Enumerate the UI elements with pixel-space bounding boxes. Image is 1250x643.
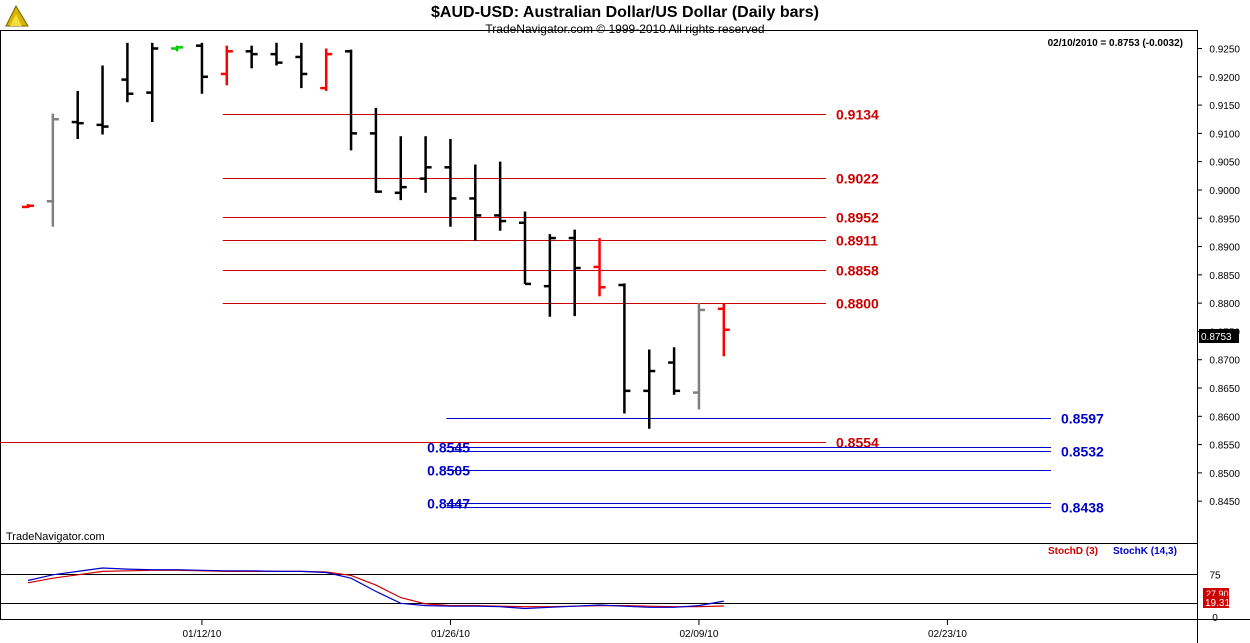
last-price-value: 0.8753 [1201,332,1232,343]
stoch-d-last-value: 19.31 [1205,598,1230,609]
price-tick-label: 0.8550 [1209,441,1240,452]
ohlc-bar [369,107,382,193]
date-tick-label: 02/23/10 [928,629,967,640]
ohlc-bar [270,42,283,66]
ohlc-bar [692,303,705,410]
chart-title: $AUD-USD: Australian Dollar/US Dollar (D… [431,4,819,21]
level-label: 0.8911 [836,233,878,249]
date-tick-label: 02/09/10 [679,629,718,640]
ohlc-bar [643,349,656,429]
ohlc-bar [71,90,84,140]
level-label: 0.8545 [427,440,470,456]
ohlc-bar [320,48,333,91]
ohlc-bar [444,139,457,227]
ohlc-bar [618,283,631,414]
price-tick-label: 0.8450 [1209,497,1240,508]
level-label: 0.8554 [836,435,879,451]
stochastic-panel: 75 0 [1,567,1221,624]
ohlc-bar [295,42,308,89]
price-axis-ticks: 0.9250 0.9200 0.9150 0.9100 0.9050 0.9000 0.89… [1197,44,1240,508]
price-bars [22,42,730,429]
level-label: 0.8800 [836,296,879,312]
ohlc-bar [519,211,531,286]
ohlc-bar [22,204,34,209]
ohlc-bar [96,65,109,135]
chart-subtitle: TradeNavigator.com © 1999-2010 All right… [485,22,764,36]
ohlc-bar [245,45,258,69]
level-label: 0.8597 [1061,411,1104,427]
ohlc-bar [220,45,233,86]
price-tick-label: 0.8700 [1209,356,1240,367]
price-tick-label: 0.9150 [1209,101,1240,112]
level-label: 0.9022 [836,171,879,187]
ohlc-bar [543,234,556,317]
level-label: 0.9134 [836,107,879,123]
level-label: 0.8858 [836,263,879,279]
last-price-tag: 0.8753 [1199,329,1239,343]
level-label: 0.8532 [1061,444,1104,460]
ohlc-bar [394,136,407,201]
legend-stoch-d: StochD (3) [1048,546,1098,557]
price-tick-label: 0.8900 [1209,243,1240,254]
watermark-label: TradeNavigator.com [6,531,105,543]
price-tick-label: 0.9000 [1209,186,1240,197]
price-tick-label: 0.8500 [1209,469,1240,480]
ohlc-bar [46,113,59,227]
ohlc-bar [195,42,208,94]
level-label: 0.8447 [427,496,470,512]
ohlc-bar [121,42,134,103]
price-readout: 02/10/2010 = 0.8753 (-0.0032) [1048,38,1183,49]
ohlc-bar [469,164,482,241]
ohlc-bar [494,161,507,231]
level-label: 0.8438 [1061,500,1104,516]
ohlc-bar [146,42,159,123]
ohlc-bar [668,347,681,395]
price-tick-label: 0.8800 [1209,299,1240,310]
stoch-tick-label: 75 [1209,570,1221,581]
date-tick-label: 01/26/10 [431,629,470,640]
stoch-k-last-value: 27.90 [1206,589,1229,599]
tradenavigator-logo-icon [5,4,29,27]
ohlc-bar [593,238,606,297]
price-tick-label: 0.9100 [1209,129,1240,140]
ohlc-bar [717,303,730,357]
price-tick-label: 0.8850 [1209,271,1240,282]
price-tick-label: 0.8950 [1209,214,1240,225]
date-axis-ticks: 01/12/10 01/26/10 02/09/10 02/23/10 [182,619,967,640]
stoch-panel-frame [0,543,1198,620]
date-tick-label: 01/12/10 [182,629,221,640]
price-tick-label: 0.9250 [1209,44,1240,55]
level-label: 0.8505 [427,463,470,479]
ohlc-bar [419,136,432,193]
legend-stoch-k: StochK (14,3) [1113,546,1177,557]
ohlc-bar [171,45,184,52]
stoch-k-line [27,567,724,610]
stoch-last-tags: 27.90 19.31 [1203,588,1230,609]
ohlc-bar [345,49,358,151]
stoch-tick-label: 0 [1212,613,1218,624]
price-tick-label: 0.8650 [1209,384,1240,395]
price-tick-label: 0.9200 [1209,73,1240,84]
ohlc-bar [568,229,581,317]
level-label: 0.8952 [836,210,879,226]
price-tick-label: 0.9050 [1209,158,1240,169]
price-tick-label: 0.8600 [1209,412,1240,423]
